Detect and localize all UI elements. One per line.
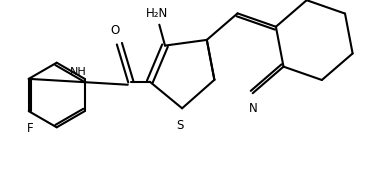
Text: O: O <box>110 24 120 37</box>
Text: S: S <box>176 119 184 132</box>
Text: F: F <box>27 122 34 135</box>
Text: NH: NH <box>70 67 87 77</box>
Text: H₂N: H₂N <box>146 7 168 20</box>
Text: N: N <box>248 101 257 115</box>
